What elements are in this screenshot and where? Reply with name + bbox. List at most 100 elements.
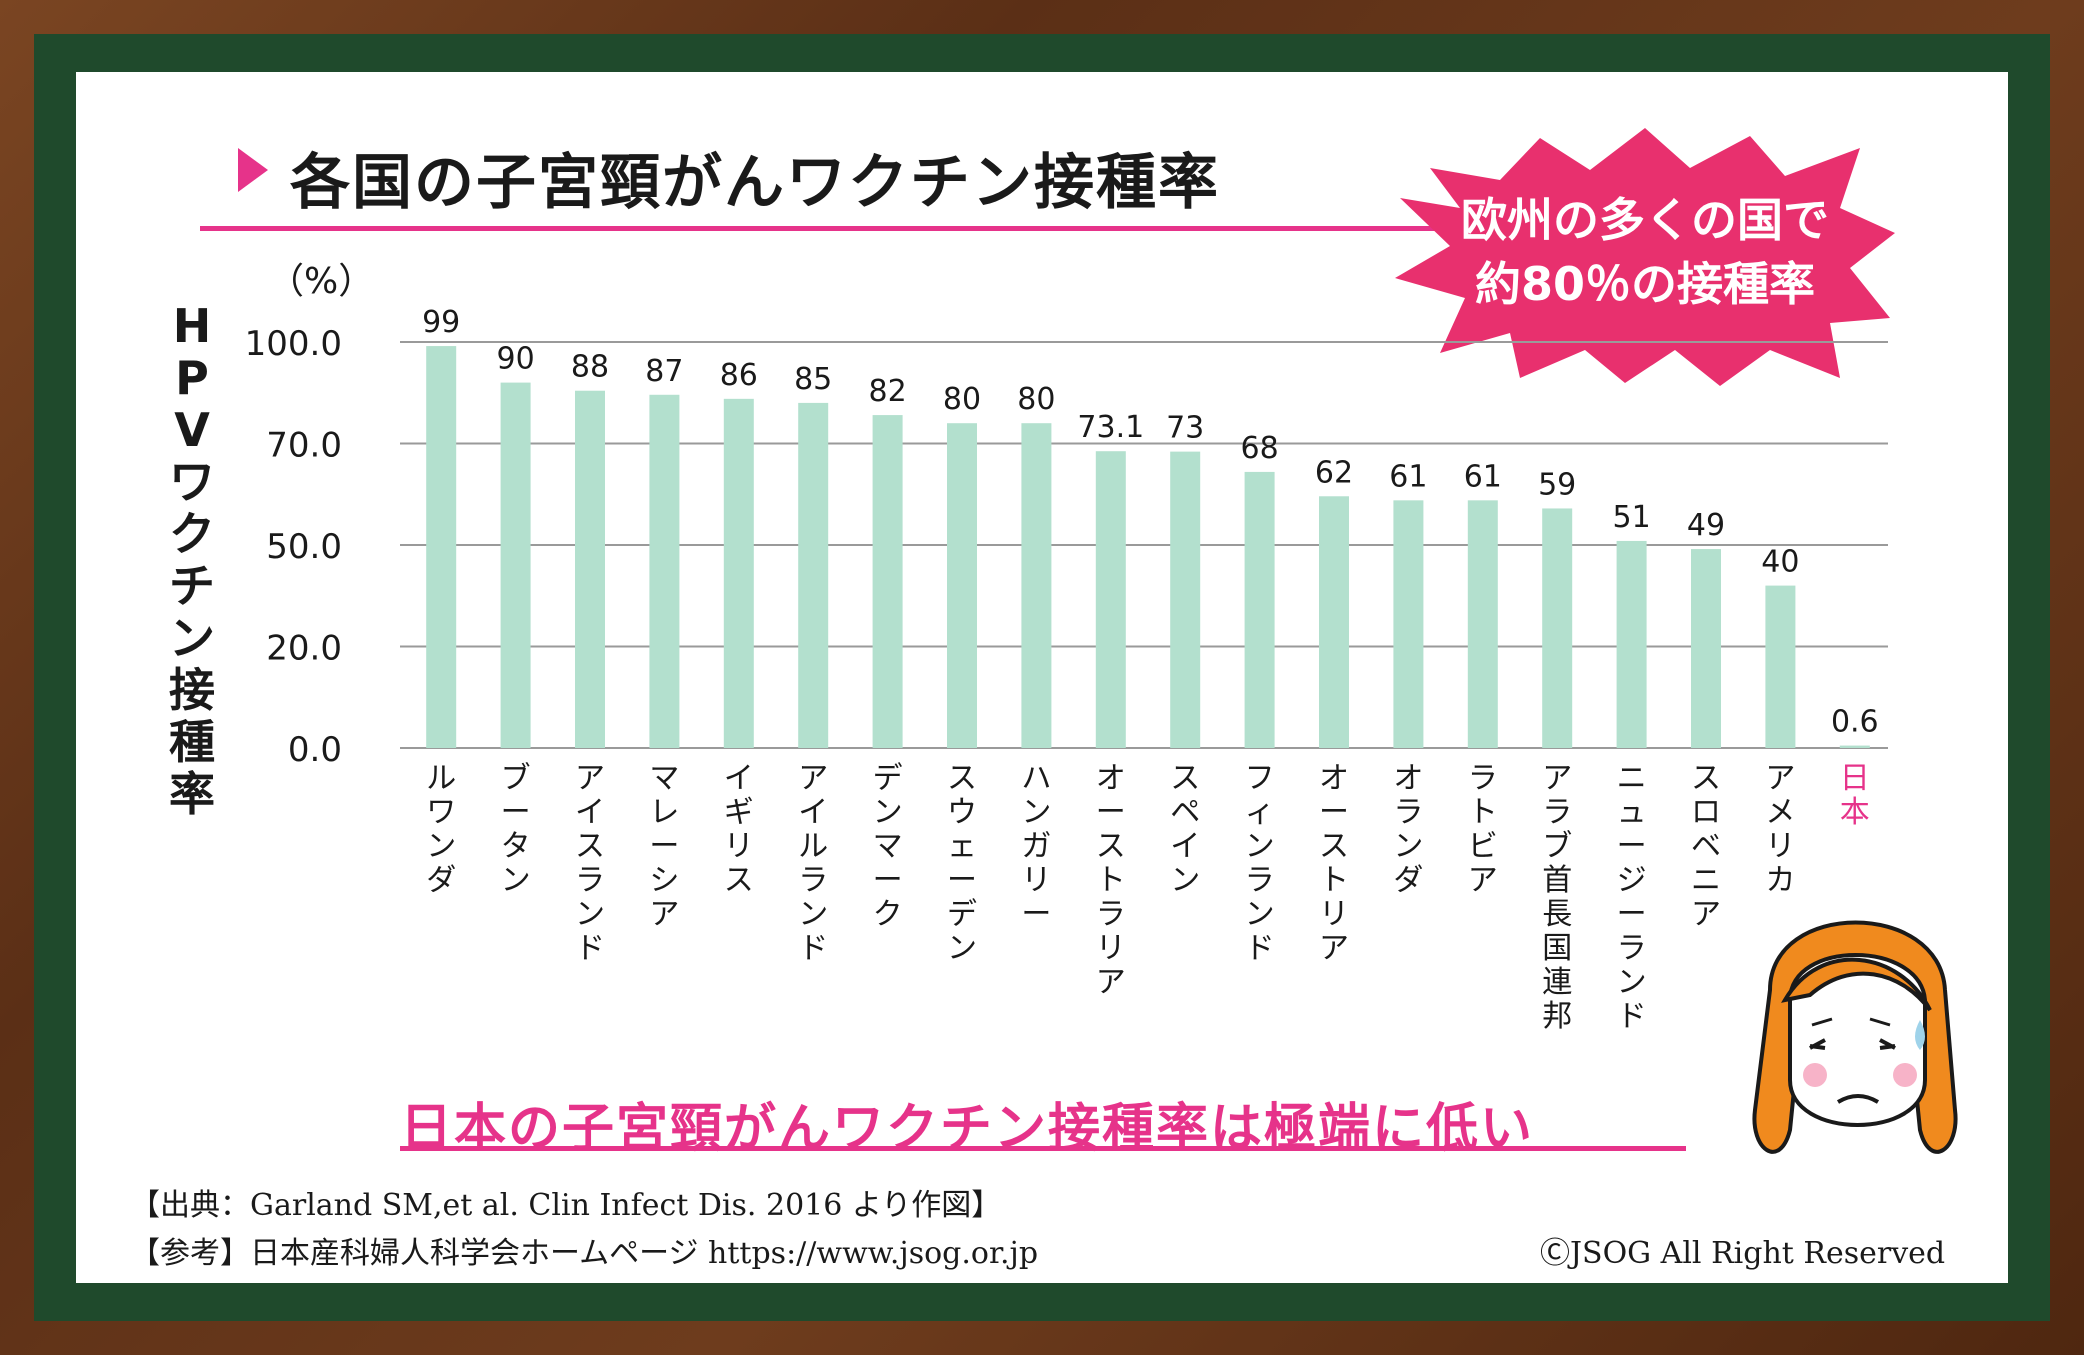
x-tick-label-char: ー bbox=[1319, 795, 1349, 830]
x-tick-label-char: オ bbox=[1096, 761, 1126, 796]
x-tick-label-char: ウ bbox=[947, 795, 977, 830]
x-tick-label-char: ロ bbox=[1691, 795, 1721, 830]
bar bbox=[1616, 540, 1647, 748]
x-tick-label-char: ア bbox=[1319, 931, 1349, 966]
bar bbox=[1839, 745, 1870, 748]
bar-value-label: 87 bbox=[645, 354, 683, 389]
y-axis-label-char: ク bbox=[169, 507, 215, 561]
x-tick-label-char: タ bbox=[501, 829, 531, 864]
x-tick-label-char: ギ bbox=[724, 795, 754, 830]
x-tick-label-char: ン bbox=[575, 897, 605, 932]
bar bbox=[1691, 549, 1721, 748]
x-tick-label-char: ラ bbox=[1542, 795, 1572, 830]
x-tick-label-char: メ bbox=[1765, 795, 1795, 830]
bar bbox=[947, 423, 977, 748]
x-tick-label-char: ス bbox=[575, 829, 605, 864]
bar-value-label: 62 bbox=[1315, 455, 1353, 490]
x-tick-label-char: ン bbox=[1393, 829, 1423, 864]
x-tick-label-char: ル bbox=[426, 761, 456, 796]
x-tick-label-char: ラ bbox=[1245, 863, 1275, 898]
x-tick-label-char: ー bbox=[873, 863, 903, 898]
callout-burst bbox=[1395, 128, 1895, 386]
bar-value-label: 86 bbox=[720, 358, 758, 393]
x-tick-label-char: ア bbox=[1096, 965, 1126, 1000]
x-tick-label-char: ィ bbox=[1245, 795, 1275, 830]
x-tick-label-char: ア bbox=[798, 761, 828, 796]
x-tick-label-char: 長 bbox=[1542, 897, 1572, 932]
x-tick-label-char: ラ bbox=[798, 863, 828, 898]
x-tick-label-char: ェ bbox=[947, 829, 977, 864]
x-tick-label-char: ー bbox=[501, 795, 531, 830]
x-tick-label-char: イ bbox=[575, 795, 605, 830]
bar bbox=[1765, 585, 1796, 748]
bar-value-label: 82 bbox=[869, 374, 907, 409]
y-tick-label: 100.0 bbox=[245, 324, 342, 364]
y-axis-label-char: チ bbox=[169, 559, 215, 613]
x-tick-label-char: ュ bbox=[1617, 795, 1647, 830]
y-axis-label-char: 率 bbox=[169, 767, 215, 821]
x-tick-label: 日本 bbox=[1840, 761, 1870, 830]
x-tick-label-char: ン bbox=[1170, 863, 1200, 898]
x-tick-label-char: ブ bbox=[1542, 829, 1572, 864]
x-tick-label-char: ジ bbox=[1617, 863, 1647, 898]
x-tick-label-char: 首 bbox=[1542, 863, 1572, 898]
x-tick-label-char: ス bbox=[1096, 829, 1126, 864]
title-arrow-icon bbox=[238, 148, 268, 192]
bar-value-label: 61 bbox=[1464, 459, 1502, 494]
x-tick-label-char: 連 bbox=[1542, 965, 1572, 1000]
bar bbox=[1021, 423, 1052, 748]
x-tick-label-char: ア bbox=[1691, 897, 1721, 932]
x-tick-label-char: ア bbox=[1468, 863, 1498, 898]
bar bbox=[500, 382, 531, 748]
x-tick-label-char: ガ bbox=[1021, 829, 1051, 864]
x-tick-label-char: ス bbox=[947, 761, 977, 796]
y-axis-label-char: 種 bbox=[169, 715, 215, 769]
bar-value-label: 80 bbox=[1017, 382, 1055, 417]
x-tick-label-char: マ bbox=[649, 761, 679, 796]
x-tick-label-char: ト bbox=[1319, 863, 1349, 898]
bar-value-label: 61 bbox=[1389, 459, 1427, 494]
x-tick-label-char: ア bbox=[1542, 761, 1572, 796]
x-tick-label-char: ブ bbox=[501, 761, 531, 796]
x-tick-label-char: オ bbox=[1393, 761, 1423, 796]
x-tick-label-char: イ bbox=[724, 761, 754, 796]
bar-value-label: 85 bbox=[794, 362, 832, 397]
x-tick-label-char: リ bbox=[1765, 829, 1795, 864]
x-tick-label-char: ハ bbox=[1021, 761, 1051, 796]
x-tick-label-char: 日 bbox=[1840, 761, 1870, 796]
x-tick-label-char: ー bbox=[1021, 897, 1051, 932]
x-tick-label-char: ニ bbox=[1691, 863, 1721, 898]
x-tick-label-char: ビ bbox=[1468, 829, 1498, 864]
x-tick-label-char: ラ bbox=[1617, 931, 1647, 966]
x-tick-label-char: ペ bbox=[1170, 795, 1200, 830]
bar-value-label: 40 bbox=[1761, 545, 1799, 580]
bar-value-label: 88 bbox=[571, 350, 609, 385]
x-tick-label-char: レ bbox=[649, 795, 679, 830]
x-tick-label-char: ダ bbox=[1393, 863, 1423, 898]
bar bbox=[723, 398, 754, 748]
reference-link[interactable]: 【参考】日本産科婦人科学会ホームページ https://www.jsog.or.… bbox=[130, 1236, 1039, 1271]
bar-value-label: 99 bbox=[422, 305, 460, 340]
x-tick-label-char: ー bbox=[947, 863, 977, 898]
x-tick-label-char: ラ bbox=[575, 863, 605, 898]
x-tick-label-char: ン bbox=[1021, 795, 1051, 830]
x-tick-label-char: リ bbox=[1096, 931, 1126, 966]
x-tick-label-char: ラ bbox=[1096, 897, 1126, 932]
worried-woman-illustration bbox=[1752, 920, 1958, 1154]
x-tick-label-char: ン bbox=[1245, 829, 1275, 864]
x-tick-label-char: ト bbox=[1096, 863, 1126, 898]
x-tick-label-char: ド bbox=[1617, 999, 1647, 1034]
source-citation: 【出典：Garland SM,et al. Clin Infect Dis. 2… bbox=[130, 1188, 1002, 1223]
